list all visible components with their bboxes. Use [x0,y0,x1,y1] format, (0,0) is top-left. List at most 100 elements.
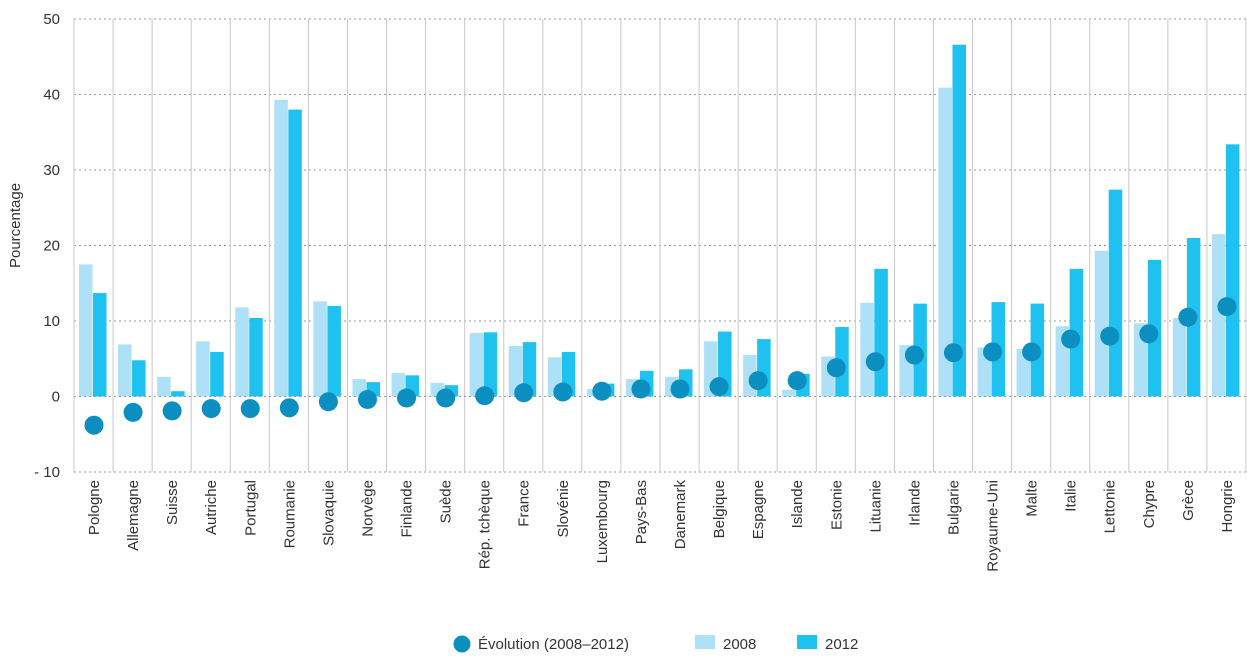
bar-2008-4 [235,307,249,397]
evolution-dot-26 [1100,326,1120,346]
bar-2012-20 [874,268,888,397]
x-category-label: Allemagne [125,480,142,551]
evolution-dot-9 [436,388,456,408]
evolution-dot-2 [162,401,182,421]
y-axis-label: Pourcentage [7,183,24,268]
x-category-label: Bulgarie [945,480,962,535]
bar-2008-1 [118,344,132,397]
x-axis-categories: Pologne Allemagne Suisse Autriche Portugal Ro… [86,480,1236,572]
bar-2008-5 [274,99,288,397]
evolution-dot-27 [1139,324,1159,344]
x-category-label: Autriche [203,480,220,535]
x-category-label: Portugal [242,480,259,536]
bar-2008-18 [782,389,796,397]
legend-swatch-2008 [695,635,715,649]
x-category-label: Malte [1024,480,1041,517]
evolution-dot-18 [787,371,807,391]
x-category-label: Roumanie [281,480,298,548]
x-category-label: Finlande [399,480,416,538]
legend-label-2012: 2012 [825,636,858,653]
bar-2008-29 [1211,234,1226,397]
x-category-label: Grèce [1180,480,1197,521]
bar-2012-29 [1225,144,1240,397]
y-tick-label: 50 [43,11,60,28]
x-category-label: Espagne [750,480,767,539]
evolution-dot-28 [1178,307,1198,327]
x-category-label: France [516,480,533,527]
evolution-dot-25 [1061,329,1081,349]
evolution-dot-24 [1022,342,1042,362]
bar-2008-22 [938,87,952,397]
evolution-dot-8 [397,388,417,408]
evolution-dot-1 [123,402,143,422]
bar-2012-22 [952,44,966,397]
evolution-dot-11 [514,383,534,403]
y-tick-label: 0 [52,389,60,406]
evolution-dot-3 [201,399,221,419]
evolution-dot-7 [357,390,377,410]
evolution-dot-20 [865,352,885,372]
evolution-dot-21 [904,345,924,365]
bar-2008-3 [196,341,210,397]
evolution-dot-5 [279,398,299,418]
bar-2012-10 [483,332,498,397]
evolution-dot-29 [1217,297,1237,317]
x-category-label: Luxembourg [594,480,611,563]
evolution-dot-19 [826,358,846,378]
y-axis-ticks: 50 40 30 20 10 0 - 10 [34,11,60,481]
bar-2008-2 [157,376,171,397]
x-category-label: Danemark [672,480,689,550]
bar-2012-4 [249,317,263,397]
x-category-label: Slovaquie [320,480,337,546]
legend: Évolution (2008–2012) 2008 2012 [453,635,858,653]
evolution-dot-4 [240,399,260,419]
bar-2008-26 [1094,250,1109,397]
evolution-dot-14 [631,379,651,399]
y-tick-label: 10 [43,313,60,330]
evolution-dot-17 [748,371,768,391]
evolution-dot-13 [592,381,612,401]
bar-2012-5 [288,109,302,397]
x-category-label: Belgique [711,480,728,538]
evolution-dot-16 [709,377,729,397]
legend-swatch-2012 [797,635,817,649]
bar-2012-2 [171,391,185,397]
x-category-label: Suisse [164,480,181,525]
evolution-dot-10 [475,386,495,406]
evolution-dot-12 [553,382,573,402]
x-category-label: Suède [438,480,455,523]
bar-2008-11 [508,345,523,397]
bar-2008-20 [860,302,874,397]
bar-2008-0 [79,264,93,397]
evolution-dot-23 [983,342,1003,362]
bar-2012-1 [132,360,146,397]
x-category-label: Estonie [828,480,845,530]
y-tick-label: 20 [43,238,60,255]
evolution-dot-0 [84,415,104,435]
evolution-dot-15 [670,379,690,399]
legend-dot-evolution [453,635,471,653]
bar-2008-28 [1172,317,1187,397]
x-category-label: Pays-Bas [633,480,650,544]
bar-2012-0 [93,293,107,397]
evolution-dot-6 [318,392,338,412]
x-category-label: Rép. tchèque [477,480,494,569]
evolution-dots [84,297,1237,435]
bar-2008-10 [469,333,484,397]
x-category-label: Hongrie [1219,480,1236,533]
bar-2012-11 [522,342,537,397]
x-category-label: Lituanie [867,480,884,533]
x-category-label: Italie [1063,480,1080,512]
evolution-dot-22 [943,343,963,363]
x-category-label: Islande [789,480,806,528]
bar-2008-6 [313,301,327,397]
x-category-label: Norvège [359,480,376,537]
x-category-label: Pologne [86,480,103,535]
legend-label-2008: 2008 [723,636,756,653]
bar-2012-6 [327,305,341,397]
bar-2012-3 [210,351,224,397]
y-tick-label: 40 [43,87,60,104]
x-category-label: Chypre [1141,480,1158,528]
x-category-label: Lettonie [1102,480,1119,533]
